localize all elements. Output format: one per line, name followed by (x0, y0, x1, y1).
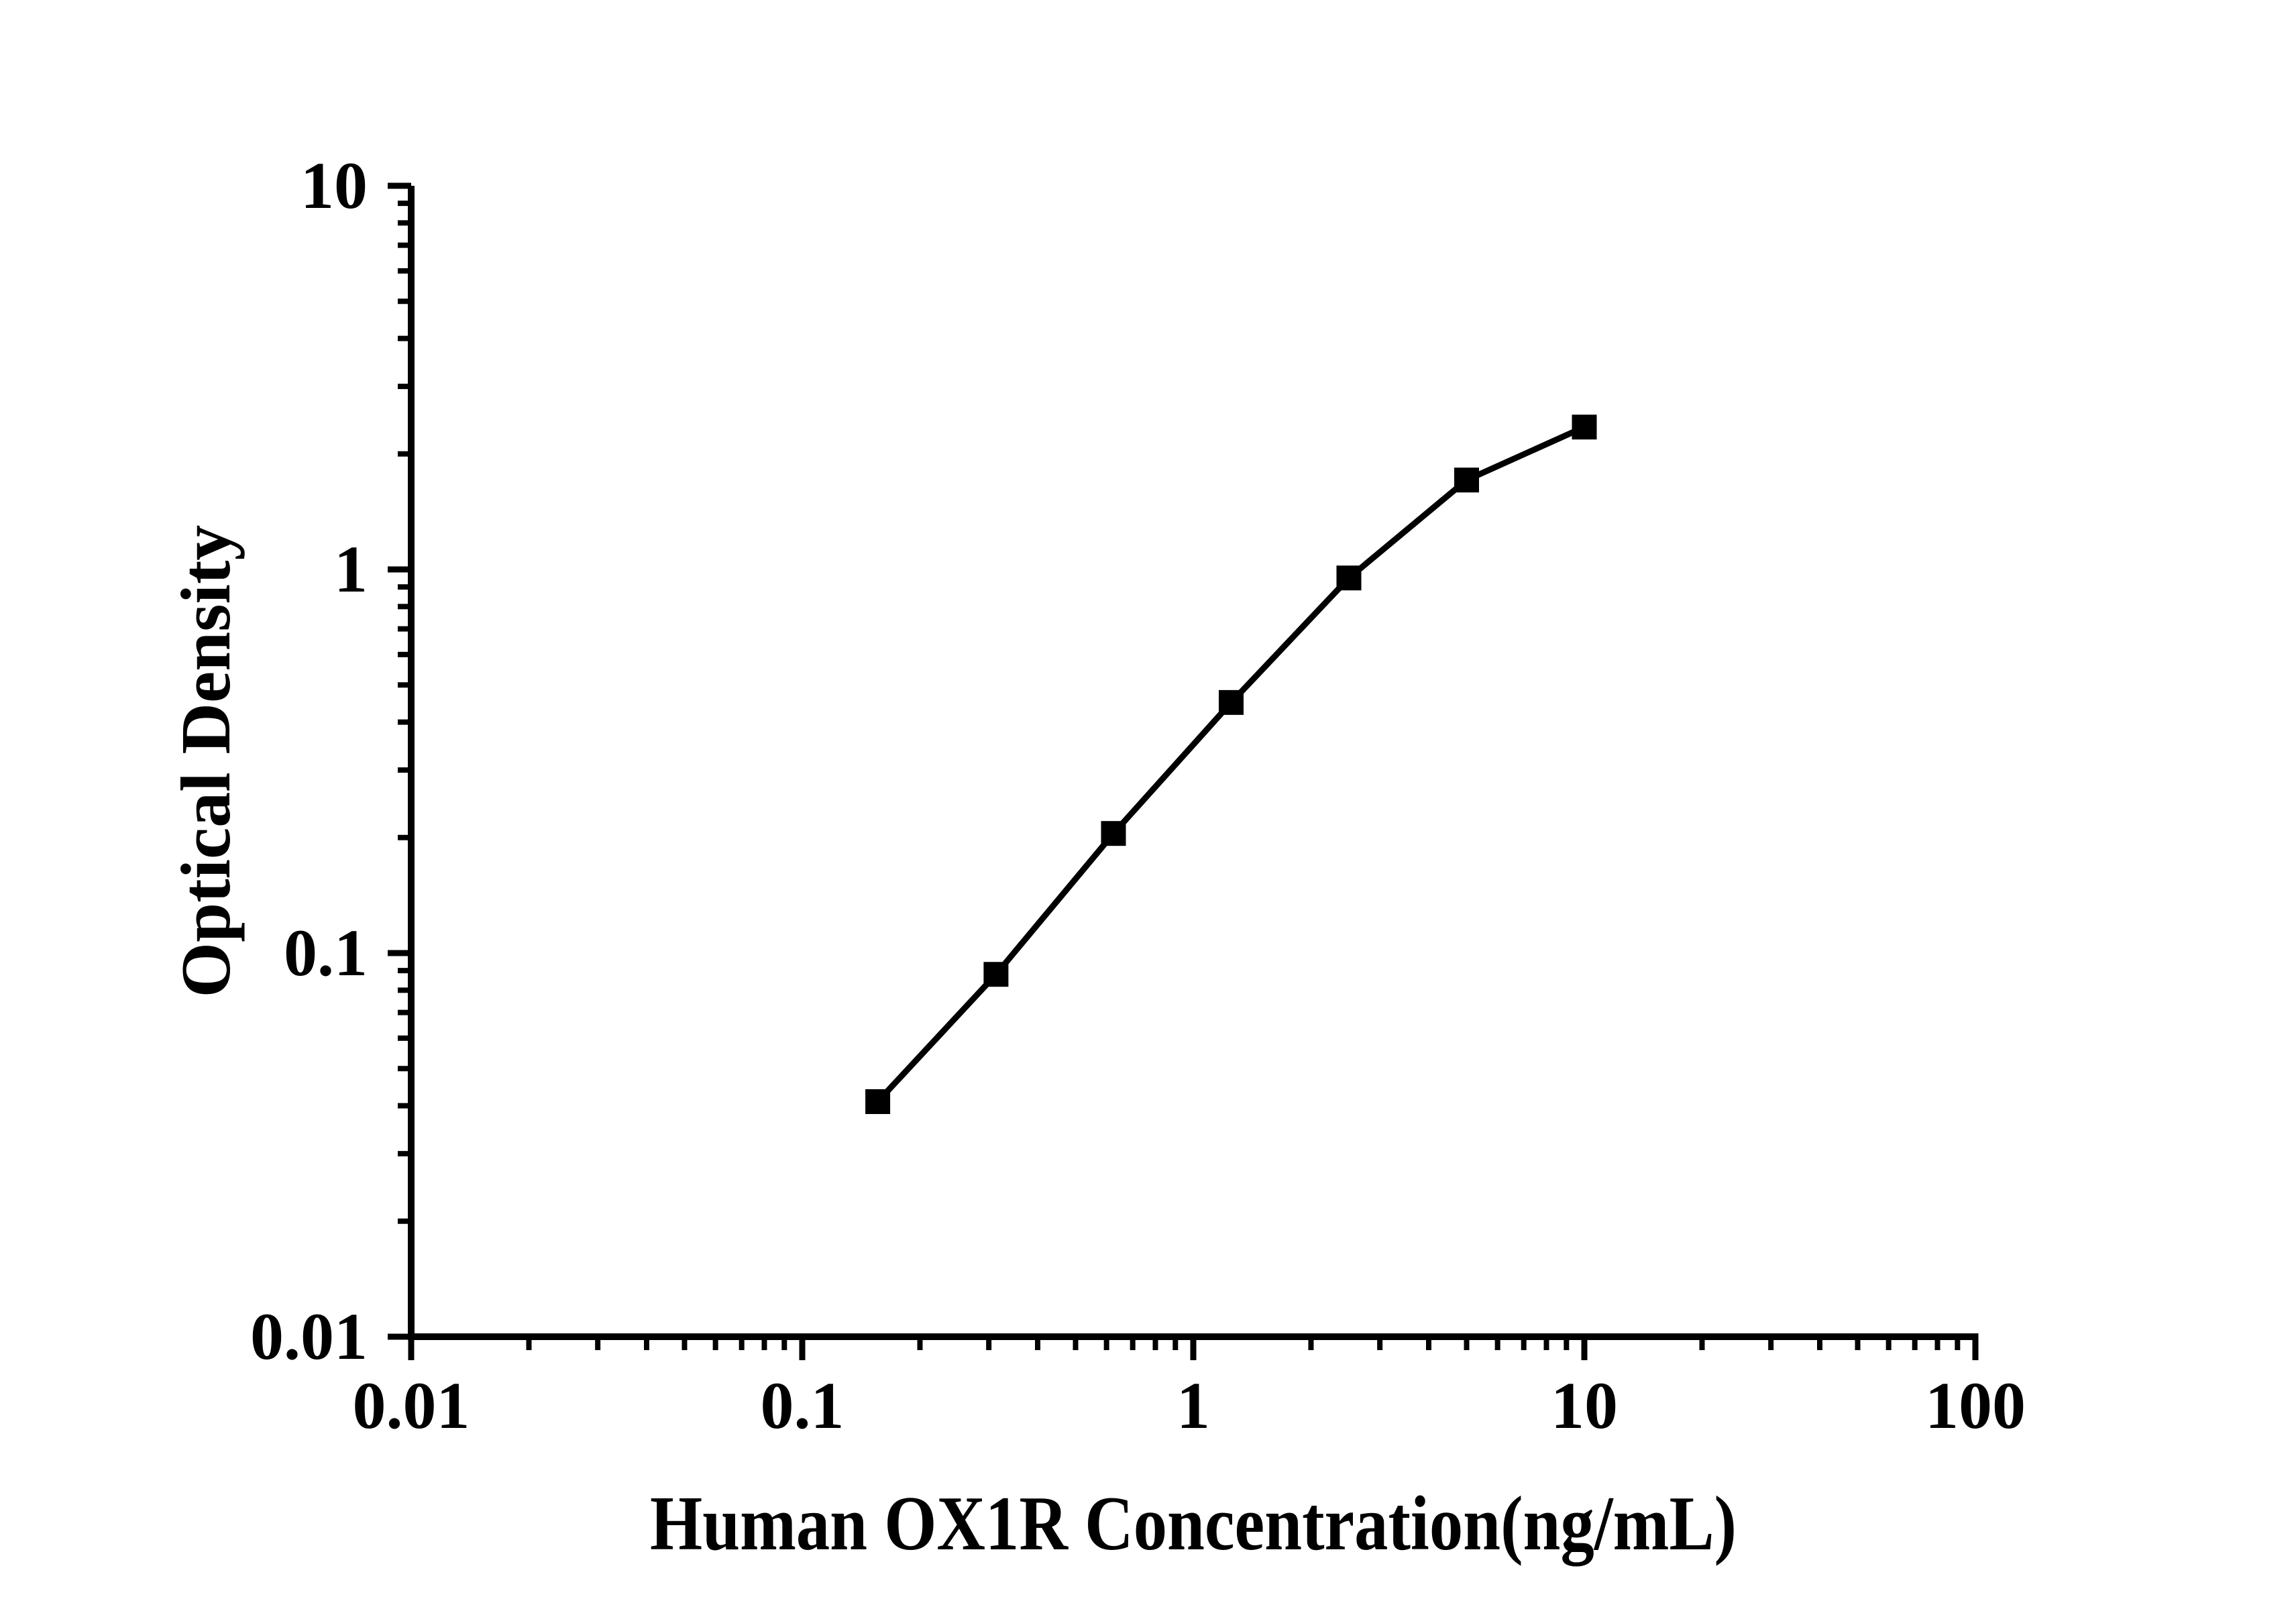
x-tick-label: 10 (1551, 1368, 1618, 1443)
series-line (875, 424, 1586, 1104)
data-point-marker (1572, 414, 1597, 440)
x-axis-title: Human OX1R Concentration(ng/mL) (650, 1481, 1737, 1566)
data-point-marker (1336, 565, 1362, 591)
data-point-marker (1101, 821, 1126, 846)
y-tick-label: 0.1 (284, 916, 368, 990)
y-tick-label: 10 (300, 148, 368, 223)
y-axis-title: Optical Density (166, 525, 245, 998)
x-tick-label: 100 (1925, 1368, 2026, 1443)
x-tick-label: 1 (1177, 1368, 1210, 1443)
x-tick-label: 0.01 (353, 1368, 470, 1443)
data-point-marker (1454, 467, 1479, 493)
y-tick-label: 0.01 (250, 1299, 368, 1374)
data-point-marker (865, 1089, 891, 1114)
x-tick-label: 0.1 (761, 1368, 844, 1443)
data-point-marker (1218, 689, 1244, 715)
data-point-marker (983, 962, 1009, 987)
y-tick-label: 1 (334, 532, 368, 606)
